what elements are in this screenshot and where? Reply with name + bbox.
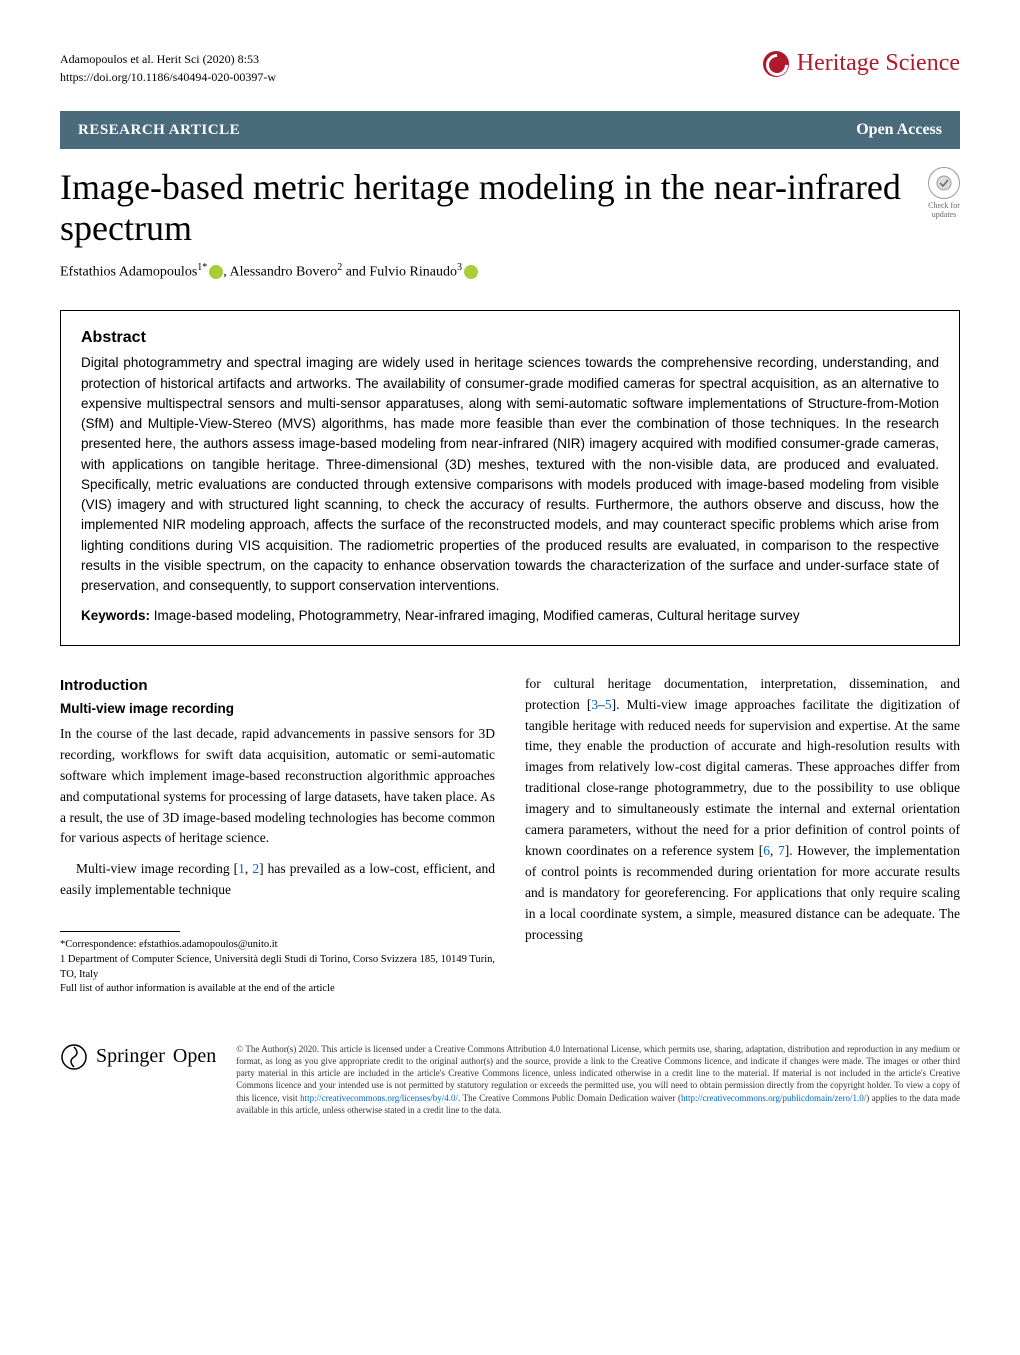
author-2-name: , Alessandro Bovero xyxy=(223,264,337,279)
abstract-text: Digital photogrammetry and spectral imag… xyxy=(81,353,939,596)
page-header: Adamopoulos et al. Herit Sci (2020) 8:53… xyxy=(60,50,960,86)
body-paragraph: for cultural heritage documentation, int… xyxy=(525,674,960,946)
license-text: © The Author(s) 2020. This article is li… xyxy=(236,1043,960,1116)
journal-logo: Heritage Science xyxy=(763,50,960,77)
orcid-icon[interactable] xyxy=(209,265,223,279)
affiliation-line: 1 Department of Computer Science, Univer… xyxy=(60,953,495,982)
check-updates-text-1: Check for xyxy=(928,201,960,210)
introduction-heading: Introduction xyxy=(60,674,495,697)
body-columns: Introduction Multi-view image recording … xyxy=(60,674,960,997)
journal-name: Heritage Science xyxy=(797,50,960,77)
orcid-icon[interactable] xyxy=(464,265,478,279)
author-1-name: Efstathios Adamopoulos xyxy=(60,264,197,279)
springer-icon xyxy=(60,1043,88,1071)
citation-link[interactable]: 5 xyxy=(605,697,612,712)
abstract-heading: Abstract xyxy=(81,329,939,347)
subsection-heading: Multi-view image recording xyxy=(60,699,495,720)
body-paragraph: In the course of the last decade, rapid … xyxy=(60,724,495,850)
citation-link[interactable]: 1 xyxy=(238,861,245,876)
check-updates-text-2: updates xyxy=(928,210,960,219)
article-type-label: RESEARCH ARTICLE xyxy=(78,122,240,139)
check-updates-badge[interactable]: Check for updates xyxy=(928,167,960,219)
running-head: Adamopoulos et al. Herit Sci (2020) 8:53… xyxy=(60,50,276,86)
open-text: Open xyxy=(173,1045,216,1068)
author-3-affil: 3 xyxy=(457,262,462,273)
right-column: for cultural heritage documentation, int… xyxy=(525,674,960,997)
open-access-label: Open Access xyxy=(856,121,942,139)
author-3-name: and Fulvio Rinaudo xyxy=(342,264,457,279)
license-link[interactable]: http://creativecommons.org/publicdomain/… xyxy=(681,1093,866,1103)
keywords-text: Image-based modeling, Photogrammetry, Ne… xyxy=(154,608,800,623)
correspondence-line: *Correspondence: efstathios.adamopoulos@… xyxy=(60,938,495,953)
footnote-block: *Correspondence: efstathios.adamopoulos@… xyxy=(60,938,495,997)
fulllist-line: Full list of author information is avail… xyxy=(60,982,495,997)
running-head-doi: https://doi.org/10.1186/s40494-020-00397… xyxy=(60,68,276,86)
citation-link[interactable]: 7 xyxy=(778,843,785,858)
springer-open-logo: Springer Open xyxy=(60,1043,216,1071)
left-column: Introduction Multi-view image recording … xyxy=(60,674,495,997)
footnote-separator xyxy=(60,931,180,932)
author-1-affil: 1* xyxy=(197,262,207,273)
journal-logo-icon xyxy=(763,51,789,77)
keywords-label: Keywords: xyxy=(81,608,150,623)
keywords-line: Keywords: Image-based modeling, Photogra… xyxy=(81,606,939,626)
abstract-box: Abstract Digital photogrammetry and spec… xyxy=(60,310,960,645)
license-link[interactable]: http://creativecommons.org/licenses/by/4… xyxy=(300,1093,458,1103)
article-title: Image-based metric heritage modeling in … xyxy=(60,167,908,250)
springer-text: Springer xyxy=(96,1045,165,1068)
check-updates-icon xyxy=(928,167,960,199)
body-paragraph: Multi-view image recording [1, 2] has pr… xyxy=(60,859,495,901)
article-type-banner: RESEARCH ARTICLE Open Access xyxy=(60,111,960,149)
author-list: Efstathios Adamopoulos1* , Alessandro Bov… xyxy=(60,262,960,281)
page-footer: Springer Open © The Author(s) 2020. This … xyxy=(60,1027,960,1116)
running-head-citation: Adamopoulos et al. Herit Sci (2020) 8:53 xyxy=(60,50,276,68)
